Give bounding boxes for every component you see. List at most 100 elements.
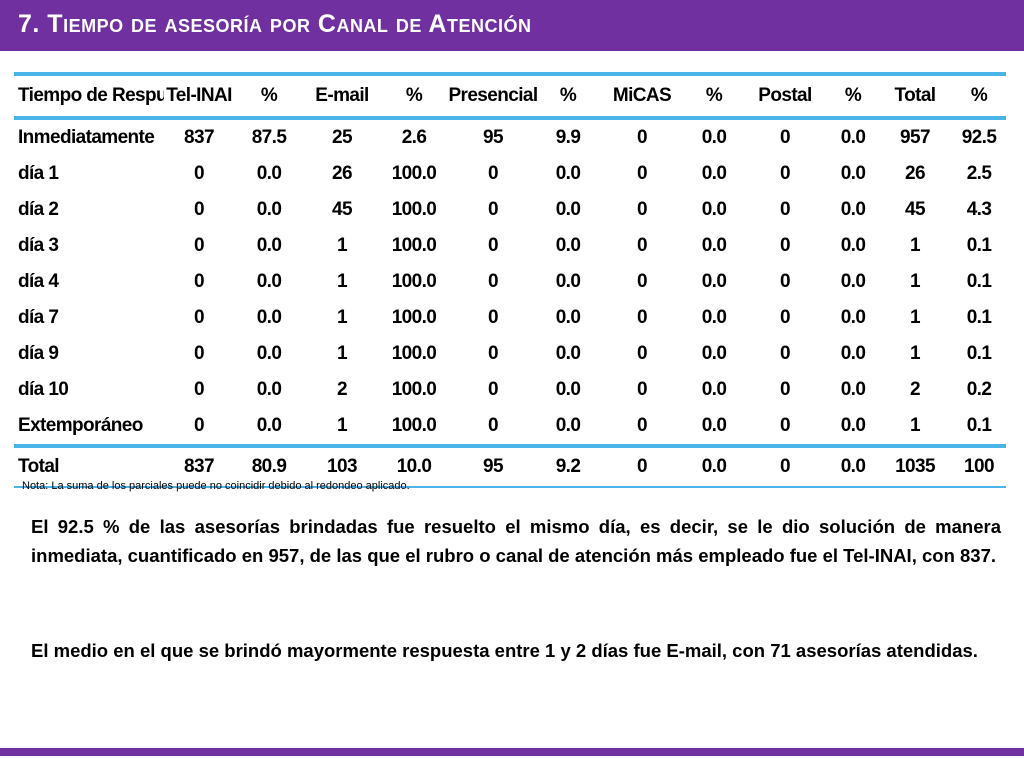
table-cell: 26	[332, 163, 353, 184]
table-row: Extemporáneo 0 0.0 1 100.0 0 0.0 0 0.0 0 0.0 1 0.1	[14, 408, 1006, 446]
row-label: día 1	[18, 163, 59, 184]
table-cell: 0	[780, 199, 791, 220]
column-header-response-time: Tiempo de Respuesta	[14, 72, 164, 120]
column-header: Total	[878, 72, 952, 120]
table-cell: 1	[337, 235, 348, 256]
table-cell: 0.0	[840, 199, 866, 220]
row-label: día 3	[18, 235, 59, 256]
table-cell: 0.0	[555, 199, 581, 220]
total-cell: 95	[448, 444, 538, 488]
column-header: %	[828, 72, 878, 120]
table-cell: 26	[905, 163, 926, 184]
table-row: día 2 0 0.0 45 100.0 0 0.0 0 0.0 0 0.0 45 4.3	[14, 192, 1006, 228]
table-cell: 957	[900, 127, 931, 148]
table-cell: 25	[332, 127, 353, 148]
table-cell: 0	[780, 271, 791, 292]
table-cell: 1	[910, 415, 921, 436]
row-label: Inmediatamente	[18, 127, 155, 148]
table-cell: 0.0	[701, 127, 727, 148]
table-cell: 4.3	[966, 199, 992, 220]
total-cell: 103	[304, 444, 380, 488]
table-cell: 100.0	[391, 415, 437, 436]
table-cell: 0.0	[701, 199, 727, 220]
table-cell: 0.0	[555, 235, 581, 256]
table-cell: 1	[910, 271, 921, 292]
table-header-row: Tiempo de RespuestaTel-INAI%E-mail%Prese…	[14, 72, 1006, 120]
column-header: MiCAS	[598, 72, 686, 120]
table-row: día 3 0 0.0 1 100.0 0 0.0 0 0.0 0 0.0 1 0.1	[14, 228, 1006, 264]
slide-title: 7. Tiempo de asesoría por Canal de Atenc…	[18, 10, 532, 38]
footer-bar	[0, 748, 1024, 756]
table-cell: 0	[780, 127, 791, 148]
table-cell: 0.0	[555, 163, 581, 184]
table-row: Inmediatamente 837 87.5 25 2.6 95 9.9 0 0.0 0 0.0 9…	[14, 118, 1006, 156]
table-row: día 1 0 0.0 26 100.0 0 0.0 0 0.0 0 0.0 26 2.5	[14, 156, 1006, 192]
table-cell: 0	[780, 307, 791, 328]
total-cell: 80.9	[234, 444, 304, 488]
row-label: día 10	[18, 379, 69, 400]
table-cell: 0	[194, 163, 205, 184]
table-cell: 0.1	[966, 343, 992, 364]
table-cell: 0.0	[701, 235, 727, 256]
table-note: Nota: La suma de los parciales puede no …	[22, 480, 410, 492]
column-header: Postal	[742, 72, 828, 120]
table-cell: 0.0	[701, 343, 727, 364]
row-label: día 7	[18, 307, 59, 328]
table-cell: 0.0	[256, 163, 282, 184]
table-cell: 0.0	[256, 307, 282, 328]
table-cell: 0.2	[966, 379, 992, 400]
table-cell: 0	[637, 379, 648, 400]
table-cell: 0.0	[840, 271, 866, 292]
response-time-table: Tiempo de RespuestaTel-INAI%E-mail%Prese…	[14, 72, 1006, 488]
table-cell: 0	[637, 307, 648, 328]
table-cell: 0	[488, 379, 499, 400]
total-cell: 0.0	[686, 444, 742, 488]
table-cell: 0	[637, 127, 648, 148]
table-cell: 0.0	[555, 307, 581, 328]
table-cell: 0.0	[256, 379, 282, 400]
table-cell: 0	[194, 343, 205, 364]
table-cell: 0.0	[840, 163, 866, 184]
table-cell: 0.0	[256, 343, 282, 364]
total-cell: 0	[598, 444, 686, 488]
table-cell: 0.0	[701, 307, 727, 328]
table-cell: 0.0	[840, 307, 866, 328]
table-cell: 0	[194, 199, 205, 220]
table-cell: 0.0	[840, 127, 866, 148]
total-cell: 9.2	[538, 444, 598, 488]
table-cell: 2.6	[401, 127, 427, 148]
table-cell: 0	[194, 307, 205, 328]
table-row: día 7 0 0.0 1 100.0 0 0.0 0 0.0 0 0.0 1 0.1	[14, 300, 1006, 336]
table-cell: 0.0	[555, 379, 581, 400]
column-header: %	[686, 72, 742, 120]
table-cell: 1	[910, 235, 921, 256]
column-header: %	[538, 72, 598, 120]
table-cell: 0	[194, 235, 205, 256]
total-cell: 10.0	[380, 444, 448, 488]
table-cell: 0.1	[966, 235, 992, 256]
table-row: día 10 0 0.0 2 100.0 0 0.0 0 0.0 0 0.0 2 0.2	[14, 372, 1006, 408]
table-cell: 45	[905, 199, 926, 220]
table-cell: 0	[488, 343, 499, 364]
table-cell: 0.0	[256, 199, 282, 220]
table-cell: 0	[637, 415, 648, 436]
table-cell: 1	[910, 343, 921, 364]
table-cell: 100.0	[391, 163, 437, 184]
table-cell: 1	[910, 307, 921, 328]
table-cell: 2	[337, 379, 348, 400]
table-cell: 0	[194, 415, 205, 436]
column-header: %	[380, 72, 448, 120]
summary-paragraph-1: El 92.5 % de las asesorías brindadas fue…	[31, 516, 1001, 566]
table-cell: 100.0	[391, 379, 437, 400]
table-cell: 100.0	[391, 271, 437, 292]
table-cell: 1	[337, 343, 348, 364]
table-cell: 0	[637, 343, 648, 364]
table-cell: 1	[337, 415, 348, 436]
column-header: Tel-INAI	[164, 72, 234, 120]
table-cell: 0	[194, 379, 205, 400]
total-cell: 0.0	[828, 444, 878, 488]
table-cell: 0	[780, 235, 791, 256]
table-cell: 0	[780, 163, 791, 184]
total-cell: 100	[952, 444, 1006, 488]
table-cell: 0	[637, 199, 648, 220]
